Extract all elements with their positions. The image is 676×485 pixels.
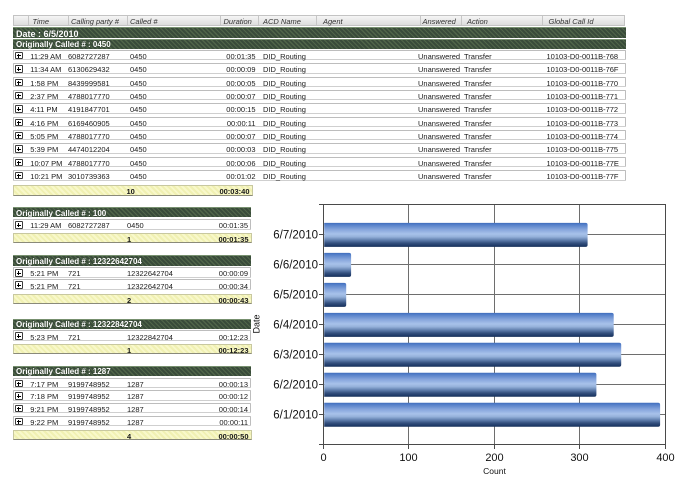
svg-text:6/3/2010: 6/3/2010 [273,350,318,362]
svg-text:6/6/2010: 6/6/2010 [273,260,318,272]
svg-text:Count: Count [483,466,506,476]
svg-text:6/5/2010: 6/5/2010 [273,290,318,302]
svg-text:300: 300 [570,452,588,464]
svg-text:6/1/2010: 6/1/2010 [273,410,318,422]
svg-text:0: 0 [320,452,326,464]
svg-text:100: 100 [399,452,417,464]
svg-text:6/7/2010: 6/7/2010 [273,230,318,242]
svg-text:6/4/2010: 6/4/2010 [273,320,318,332]
svg-text:400: 400 [656,452,674,464]
svg-text:200: 200 [485,452,503,464]
svg-text:Date: Date [252,314,262,333]
svg-text:6/2/2010: 6/2/2010 [273,380,318,392]
